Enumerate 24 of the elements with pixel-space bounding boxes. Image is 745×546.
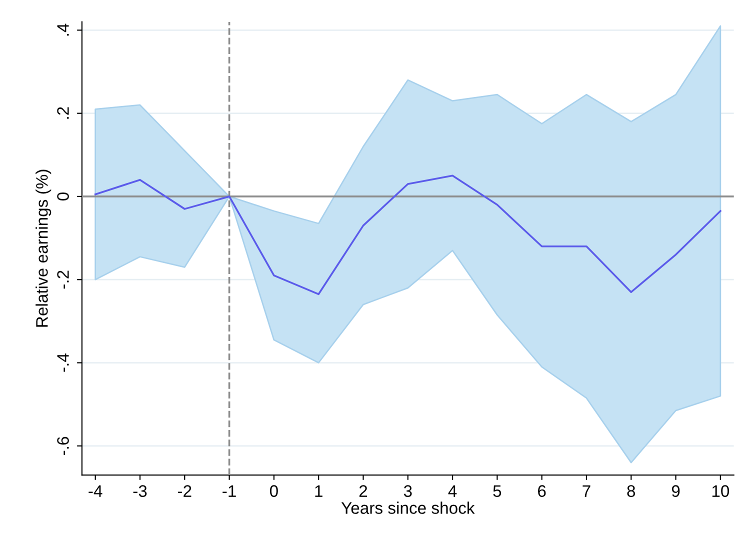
y-axis-title: Relative earnings (%) <box>36 170 52 327</box>
x-tick-label: 7 <box>582 485 590 497</box>
x-tick-label: -3 <box>133 485 147 497</box>
y-tick-label: -.2 <box>57 270 69 289</box>
x-tick-label: -1 <box>222 485 236 497</box>
x-tick-label: 4 <box>448 485 457 497</box>
x-axis-title: Years since shock <box>341 502 475 514</box>
x-tick-label: 10 <box>712 485 730 497</box>
y-tick-label: -.6 <box>57 436 69 455</box>
x-tick-label: 3 <box>404 485 412 497</box>
y-tick-label: 0 <box>57 192 69 200</box>
y-tick-label: .4 <box>57 24 69 36</box>
x-tick-label: -4 <box>88 485 102 497</box>
x-tick-label: 1 <box>315 485 322 497</box>
line-series <box>94 174 722 296</box>
y-tick-label: -.4 <box>57 354 69 372</box>
y-tick-label: .2 <box>57 107 69 119</box>
x-tick-label: 5 <box>493 485 502 497</box>
x-tick-label: 0 <box>270 485 278 497</box>
x-tick-label: 2 <box>359 485 368 497</box>
x-tick-label: 8 <box>627 485 636 497</box>
x-tick-label: 9 <box>672 485 680 497</box>
x-tick-label: -2 <box>178 485 192 497</box>
x-tick-label: 6 <box>538 485 546 497</box>
